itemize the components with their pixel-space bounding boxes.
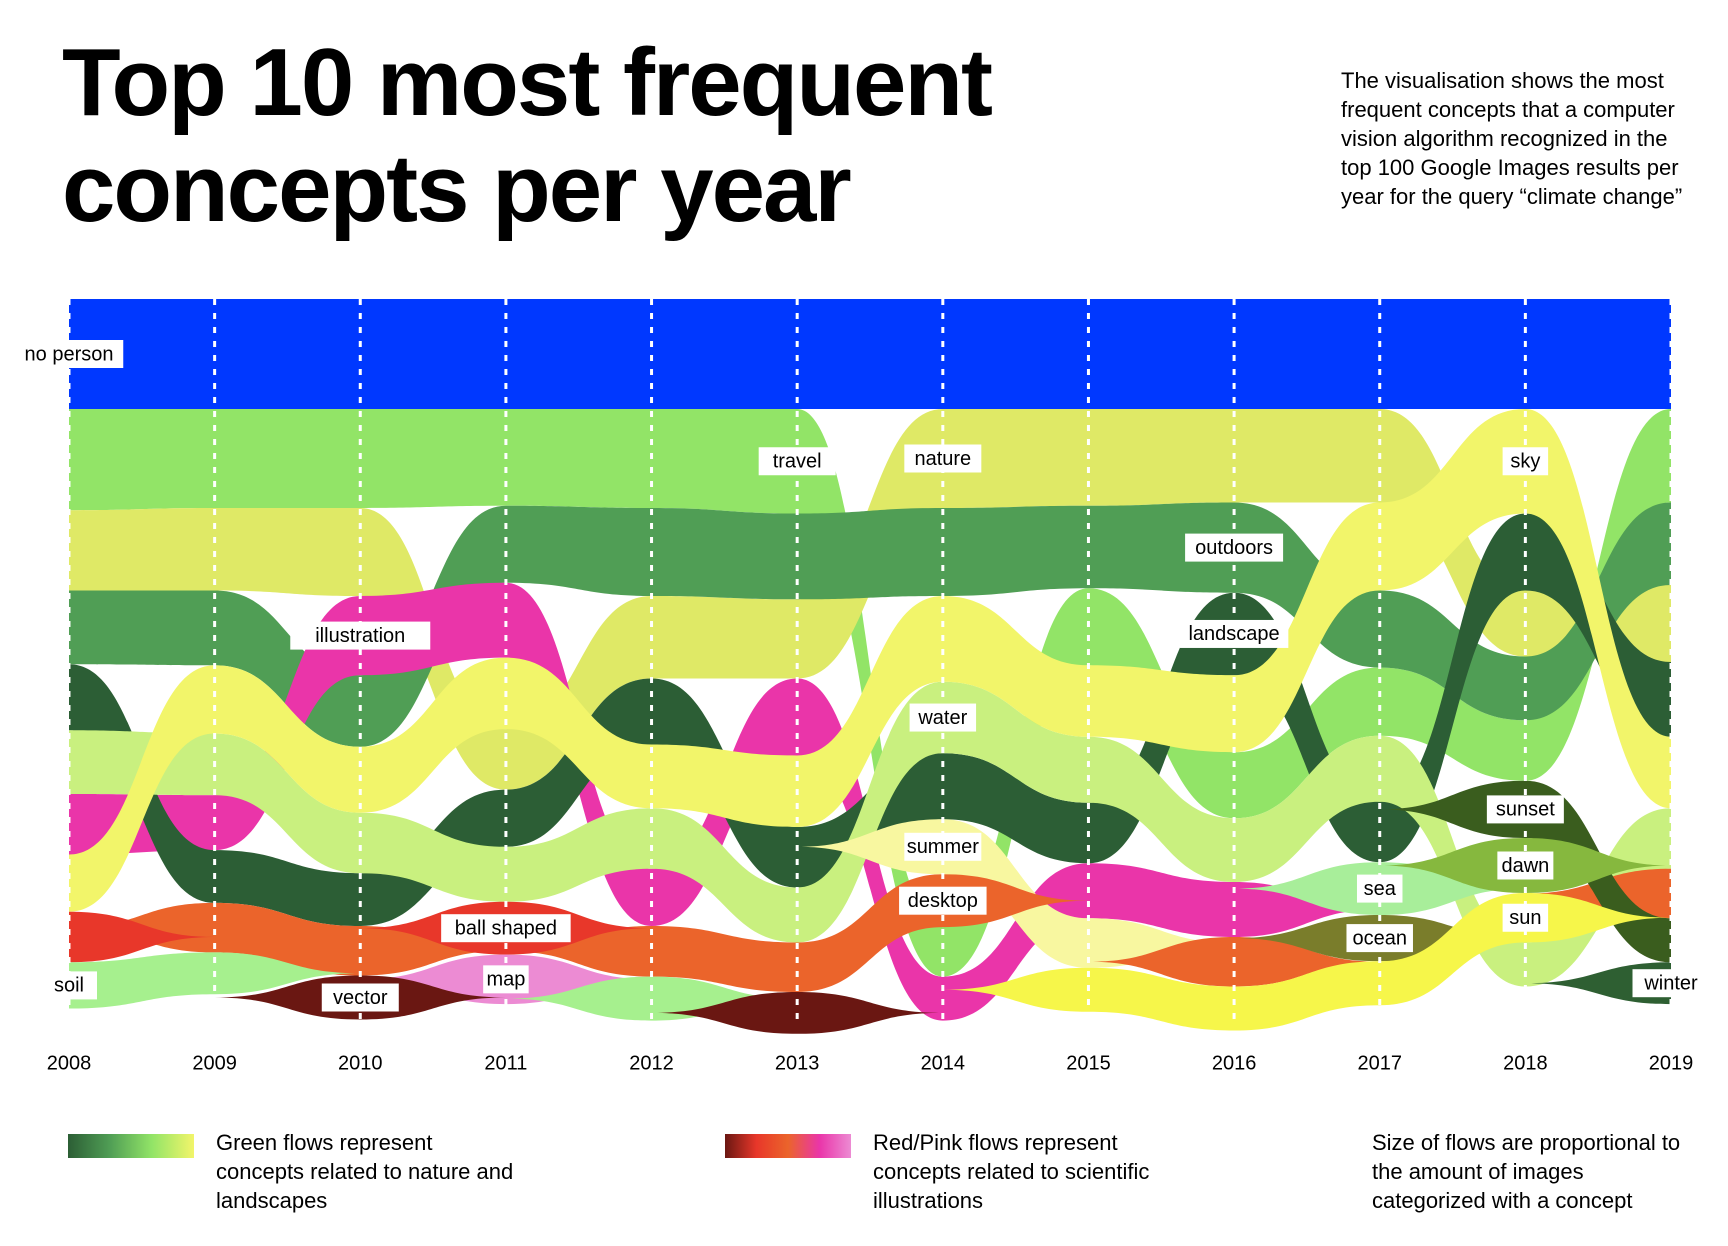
label-box	[899, 886, 987, 915]
x-tick-label: 2016	[1212, 1052, 1257, 1074]
flow	[69, 513, 1671, 926]
label-box	[1502, 903, 1549, 932]
label-box	[904, 832, 982, 861]
x-tick-label: 2009	[192, 1052, 237, 1074]
x-tick-label: 2013	[775, 1052, 820, 1074]
series-label: outdoors	[1195, 537, 1273, 559]
legend-swatch	[68, 1134, 194, 1158]
label-box	[1486, 795, 1564, 824]
x-tick-label: 2008	[47, 1052, 92, 1074]
series-label: summer	[907, 836, 980, 858]
series-label: soil	[54, 975, 84, 997]
series-label: winter	[1643, 972, 1698, 994]
label-box	[441, 914, 571, 943]
series-label: map	[486, 969, 525, 991]
x-tick-label: 2019	[1649, 1052, 1694, 1074]
series-label: ocean	[1352, 927, 1407, 949]
label-box	[904, 444, 982, 473]
label-box	[909, 703, 977, 732]
x-tick-label: 2015	[1066, 1052, 1111, 1074]
flow	[69, 902, 506, 976]
label-box	[758, 447, 836, 476]
flow	[69, 952, 361, 1009]
label-box	[41, 971, 97, 1000]
series-label: vector	[333, 987, 388, 1009]
flow	[69, 911, 215, 963]
label-box	[1502, 447, 1549, 476]
legend-note: Size of flows are proportional to the am…	[1372, 1130, 1681, 1213]
series-label: ball shaped	[455, 917, 557, 939]
label-box	[1346, 924, 1413, 953]
label-box	[1185, 533, 1284, 562]
series-label: sunset	[1496, 799, 1555, 821]
chart-title: Top 10 most frequent concepts per year	[62, 29, 993, 242]
label-box	[1497, 851, 1554, 880]
label-box	[14, 340, 124, 368]
x-tick-label: 2018	[1503, 1052, 1548, 1074]
legend-note: Red/Pink flows represent concepts relate…	[873, 1130, 1150, 1213]
x-tick-label: 2014	[921, 1052, 966, 1074]
label-box	[1356, 874, 1403, 903]
legend-swatch	[725, 1134, 851, 1158]
series-label: illustration	[315, 625, 405, 647]
label-box	[1632, 969, 1710, 998]
flow	[69, 502, 1671, 747]
series-label: sun	[1509, 907, 1541, 929]
legend-note: Green flows represent concepts related t…	[216, 1130, 514, 1213]
series-label: desktop	[908, 890, 978, 912]
subtitle: The visualisation shows the most frequen…	[1341, 68, 1683, 209]
x-tick-label: 2012	[629, 1052, 674, 1074]
series-label: dawn	[1501, 855, 1549, 877]
series-label: water	[917, 707, 967, 729]
label-box	[321, 983, 399, 1012]
label-box	[290, 621, 431, 650]
x-tick-label: 2017	[1357, 1052, 1402, 1074]
series-label: travel	[773, 451, 822, 473]
series-label: no person	[25, 343, 114, 365]
flow	[942, 893, 1671, 1031]
x-tick-label: 2010	[338, 1052, 383, 1074]
series-label: sky	[1510, 451, 1540, 473]
label-box	[1179, 619, 1289, 648]
series-label: nature	[914, 448, 971, 470]
x-tick-label: 2011	[484, 1052, 527, 1074]
label-box	[483, 965, 529, 994]
flow	[69, 299, 1671, 409]
series-label: landscape	[1188, 623, 1279, 645]
series-label: sea	[1364, 878, 1397, 900]
flow	[651, 992, 943, 1034]
